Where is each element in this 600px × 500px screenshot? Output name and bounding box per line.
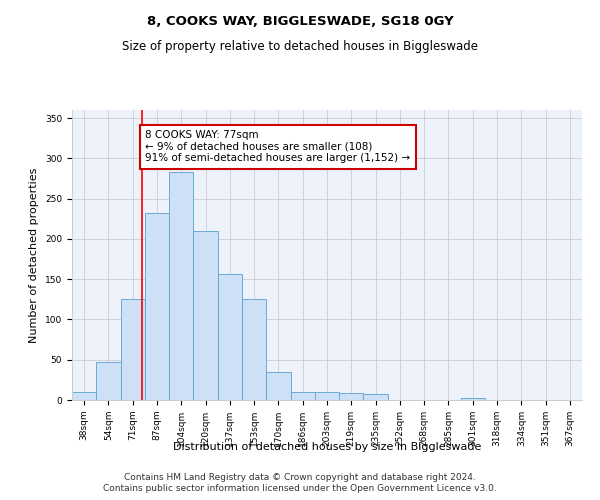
Bar [145, 213, 169, 400]
Bar [364, 394, 388, 400]
Bar [193, 231, 218, 400]
Bar [315, 392, 339, 400]
Bar [339, 393, 364, 400]
Text: Size of property relative to detached houses in Biggleswade: Size of property relative to detached ho… [122, 40, 478, 53]
Bar [242, 300, 266, 400]
Bar [218, 274, 242, 400]
Bar [266, 372, 290, 400]
Text: Contains HM Land Registry data © Crown copyright and database right 2024.: Contains HM Land Registry data © Crown c… [124, 472, 476, 482]
Text: 8 COOKS WAY: 77sqm
← 9% of detached houses are smaller (108)
91% of semi-detache: 8 COOKS WAY: 77sqm ← 9% of detached hous… [145, 130, 410, 164]
Bar [72, 392, 96, 400]
Y-axis label: Number of detached properties: Number of detached properties [29, 168, 40, 342]
Bar [96, 362, 121, 400]
Bar [461, 398, 485, 400]
Bar [290, 392, 315, 400]
Text: Contains public sector information licensed under the Open Government Licence v3: Contains public sector information licen… [103, 484, 497, 493]
Bar [121, 300, 145, 400]
Text: 8, COOKS WAY, BIGGLESWADE, SG18 0GY: 8, COOKS WAY, BIGGLESWADE, SG18 0GY [146, 15, 454, 28]
Text: Distribution of detached houses by size in Biggleswade: Distribution of detached houses by size … [173, 442, 481, 452]
Bar [169, 172, 193, 400]
